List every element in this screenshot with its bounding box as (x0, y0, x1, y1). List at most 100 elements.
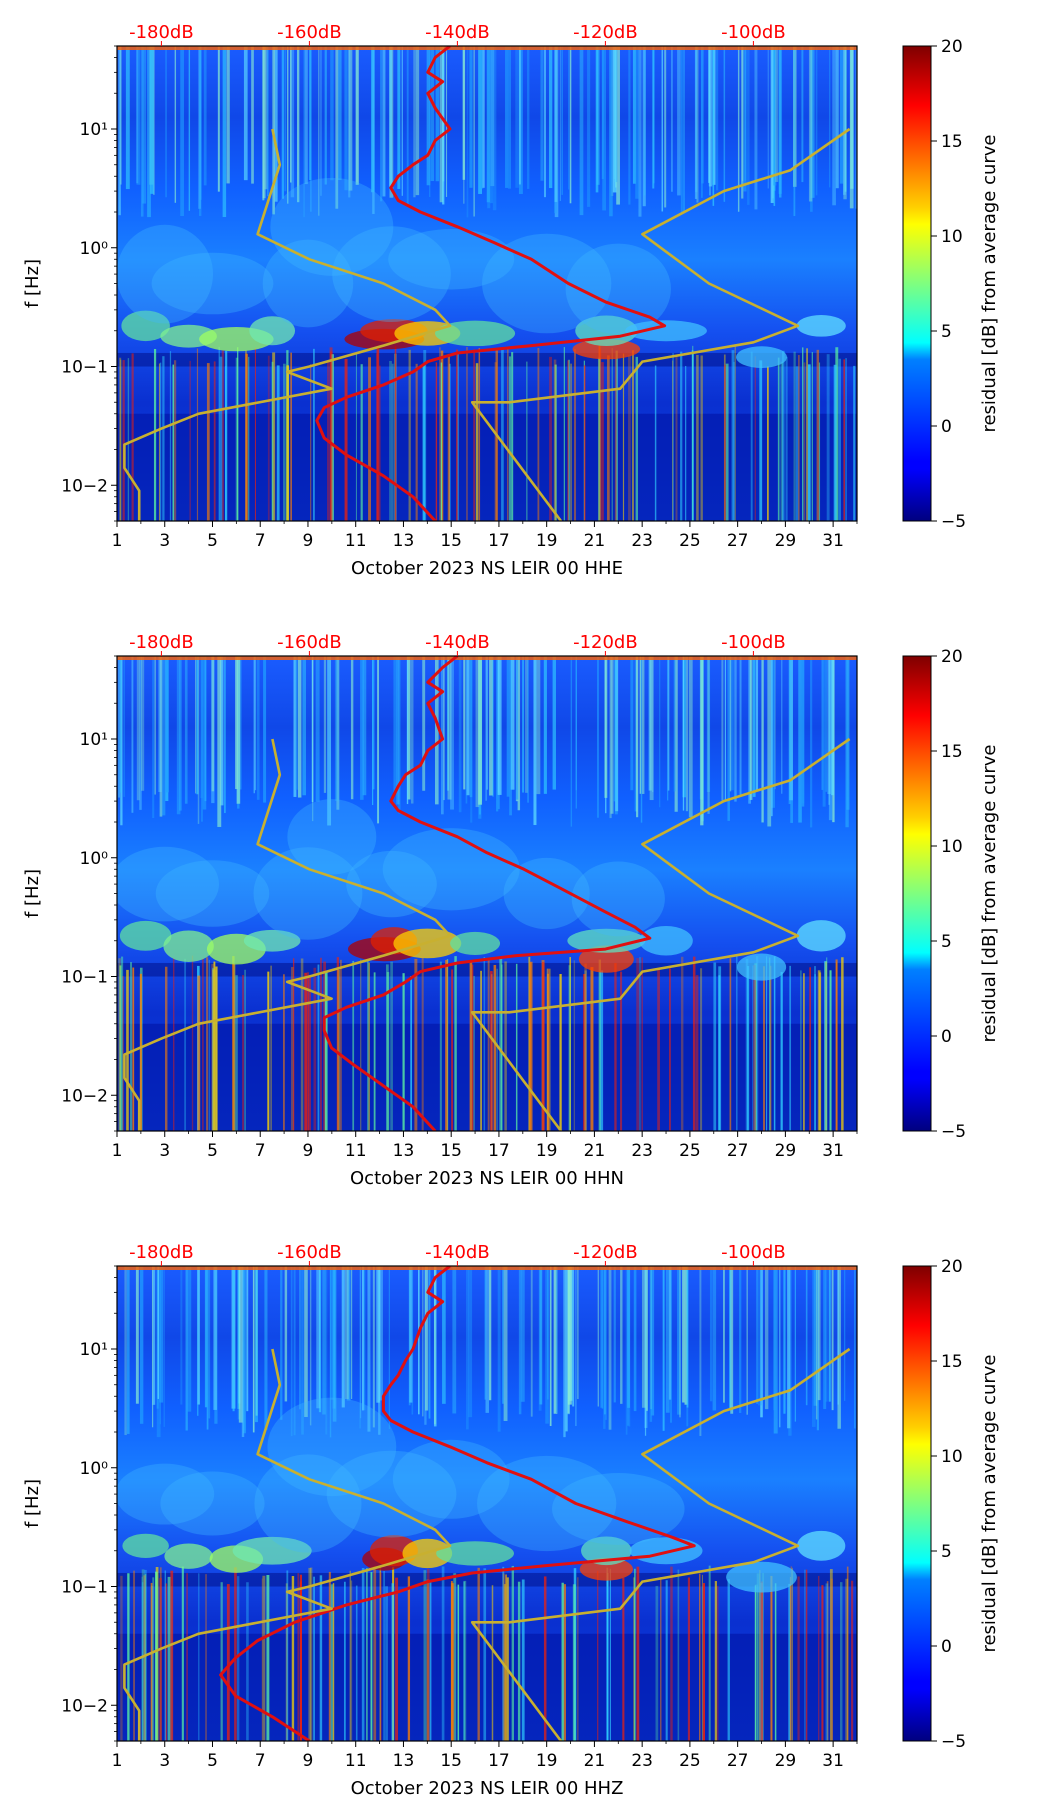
heatmap-streak (478, 656, 483, 805)
colorbar-gradient (902, 45, 932, 522)
heatmap-streak (304, 46, 308, 185)
heatmap-streak (360, 959, 362, 1131)
heatmap-streak (439, 347, 441, 521)
heatmap-streak (266, 1574, 270, 1741)
heatmap-streak (825, 656, 827, 792)
heatmap-streak (597, 357, 601, 521)
heatmap-streak (289, 46, 292, 183)
heatmap-streak (293, 656, 297, 797)
x-tick-label: 9 (303, 1141, 314, 1161)
top-db-label: -120dB (573, 22, 638, 43)
heatmap-streak (807, 364, 811, 521)
x-tick-label: 13 (393, 1141, 415, 1161)
heatmap-streak (818, 362, 821, 521)
heatmap-streak (788, 656, 791, 804)
colorbar-tick-label: 10 (941, 227, 963, 247)
heatmap-streak (415, 46, 420, 196)
heatmap-streak (452, 1266, 457, 1414)
heatmap-streak (700, 656, 704, 826)
heatmap-streak (301, 1266, 304, 1435)
x-tick-label: 3 (159, 1141, 170, 1161)
heatmap-streak (297, 656, 302, 798)
heatmap-streak (801, 656, 805, 804)
heatmap-streak (773, 1266, 777, 1411)
heatmap-streak (669, 1266, 673, 1423)
heatmap-streak (373, 972, 376, 1131)
top-db-label: -140dB (425, 632, 490, 653)
heatmap-streak (561, 1582, 564, 1741)
heatmap-streak (372, 656, 375, 790)
heatmap-streak (721, 656, 724, 801)
heatmap-streak (539, 1266, 543, 1405)
heatmap-streak (327, 656, 332, 826)
heatmap-streak (712, 1266, 717, 1411)
heatmap-blob (578, 945, 634, 973)
heatmap-streak (415, 363, 418, 521)
heatmap-streak (770, 46, 774, 203)
heatmap-streak (851, 1580, 854, 1741)
heatmap-streak (367, 959, 369, 1131)
heatmap-streak (457, 1584, 460, 1741)
x-tick-label: 9 (303, 1751, 314, 1771)
heatmap-streak (746, 1266, 748, 1415)
heatmap-streak (341, 1266, 345, 1408)
heatmap-streak (355, 46, 359, 185)
heatmap-streak (547, 968, 551, 1131)
heatmap-streak (745, 958, 749, 1131)
heatmap-streak (238, 1266, 241, 1404)
heatmap-streak (245, 353, 248, 521)
heatmap-streak (238, 1266, 243, 1423)
top-db-label: -140dB (425, 22, 490, 43)
heatmap-streak (254, 347, 256, 521)
heatmap-streak (336, 957, 340, 1131)
heatmap-streak (332, 1266, 337, 1422)
heatmap-streak (235, 357, 239, 521)
y-tick-label: 10−1 (61, 358, 108, 378)
heatmap-streak (813, 1266, 818, 1406)
colorbar-tick-label: −5 (941, 1732, 966, 1752)
heatmap-streak (426, 46, 431, 186)
average-psd-curve (322, 656, 652, 1131)
heatmap-streak (771, 656, 775, 808)
heatmap-blob (482, 233, 612, 334)
heatmap-streak (370, 46, 375, 193)
heatmap-streak (839, 46, 844, 184)
heatmap-streak (518, 1266, 522, 1415)
heatmap-streak (139, 656, 142, 810)
heatmap-streak (699, 1573, 701, 1741)
noise-model-curve (123, 1348, 452, 1741)
x-tick-label: 23 (631, 1751, 653, 1771)
colorbar-tick-label: −5 (941, 512, 966, 532)
colorbar: −5 0 5 10 15 20 residual [dB] from average cur… (902, 1257, 1000, 1752)
heatmap-streak (671, 46, 673, 192)
heatmap-streak (336, 656, 340, 810)
heatmap-streak (639, 656, 642, 794)
heatmap-streak (790, 656, 793, 823)
heatmap-streak (189, 360, 191, 521)
heatmap-streak (473, 975, 475, 1131)
heatmap-streak (727, 1579, 730, 1741)
heatmap-streak (267, 355, 270, 521)
heatmap-streak (213, 361, 216, 521)
heatmap-streak (213, 961, 216, 1131)
heatmap-streak (727, 656, 730, 821)
heatmap-streak (612, 46, 617, 193)
heatmap-streak (515, 963, 518, 1131)
heatmap-streak (244, 1266, 246, 1431)
heatmap-streak (198, 1573, 200, 1741)
heatmap-streak (401, 46, 403, 196)
heatmap-streak (142, 46, 147, 204)
heatmap-streak (654, 365, 657, 521)
heatmap-streak (570, 363, 572, 521)
colorbar-tick-label: 20 (941, 37, 963, 57)
heatmap-streak (246, 1582, 249, 1741)
heatmap-streak (425, 1266, 429, 1411)
heatmap-streak (638, 46, 642, 217)
x-tick-label: 15 (440, 1751, 462, 1771)
heatmap-streak (469, 960, 473, 1131)
heatmap-streak (379, 1572, 382, 1741)
heatmap-streak (457, 352, 459, 521)
heatmap-streak (567, 1266, 572, 1405)
heatmap-streak (692, 956, 696, 1131)
